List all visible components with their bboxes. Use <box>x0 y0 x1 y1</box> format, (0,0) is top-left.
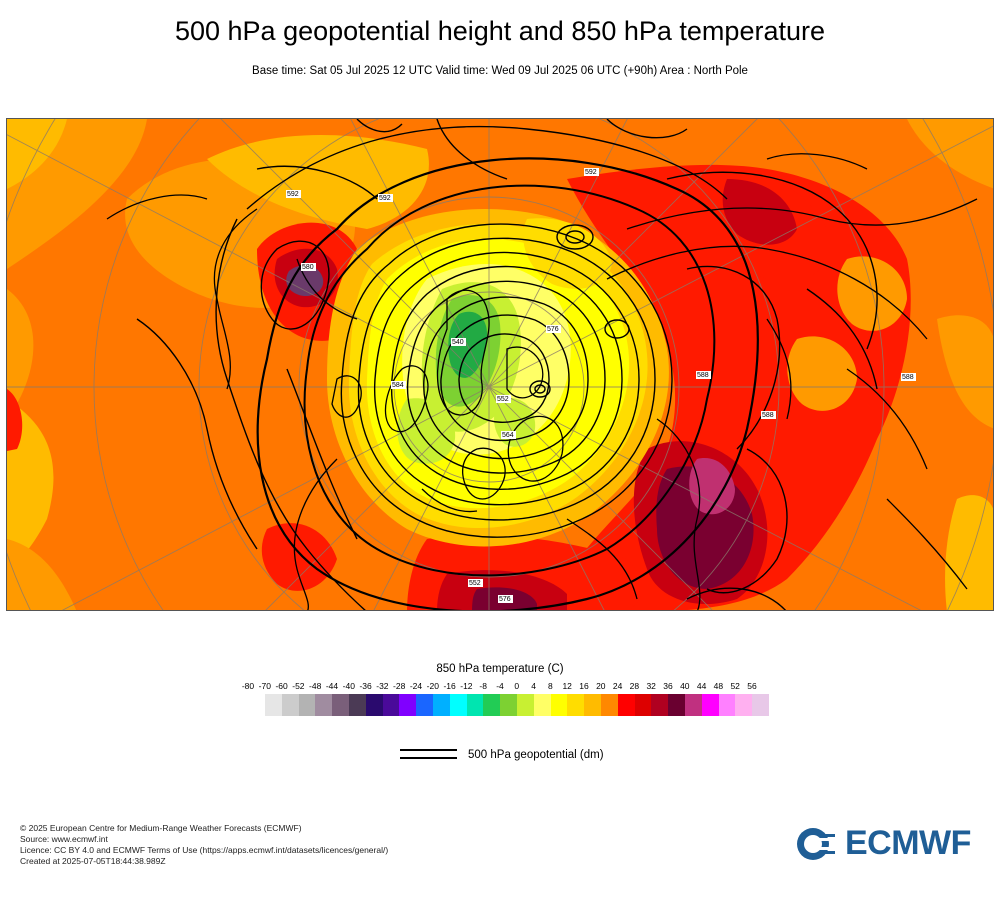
footer-created: Created at 2025-07-05T18:44:38.989Z <box>20 856 166 866</box>
contour-label: 588 <box>902 374 914 381</box>
colorbar-tick-label: 48 <box>713 681 724 691</box>
geopotential-legend-line-icon <box>400 749 457 765</box>
footer-copyright: © 2025 European Centre for Medium-Range … <box>20 823 302 833</box>
colorbar-tick-label: 28 <box>629 681 640 691</box>
contour-labels: 592 592 592 580 584 576 540 552 564 588 … <box>286 168 916 603</box>
footer-credits: © 2025 European Centre for Medium-Range … <box>20 823 388 867</box>
colorbar-tick-label: -8 <box>479 681 487 691</box>
colorbar-swatch <box>382 694 400 716</box>
colorbar-tick-label: -32 <box>376 681 389 691</box>
colorbar-tick-label: -4 <box>496 681 504 691</box>
contour-label: 540 <box>452 339 464 346</box>
colorbar-swatch <box>718 694 736 716</box>
contour-label: 584 <box>392 382 404 389</box>
contour-label: 592 <box>585 169 597 176</box>
colorbar-tick-label: -36 <box>359 681 372 691</box>
colorbar-swatch <box>651 694 669 716</box>
colorbar-tick-label: 4 <box>531 681 536 691</box>
colorbar-tick-label: -20 <box>426 681 439 691</box>
colorbar-swatch <box>365 694 383 716</box>
colorbar-tick-label: 24 <box>612 681 623 691</box>
ecmwf-logo-icon <box>797 828 843 860</box>
colorbar-swatch <box>684 694 702 716</box>
graticule <box>7 119 993 610</box>
chart-subtitle: Base time: Sat 05 Jul 2025 12 UTC Valid … <box>252 65 748 77</box>
colorbar-tick-label: 16 <box>579 681 589 691</box>
contour-label: 580 <box>302 264 314 271</box>
colorbar-swatch <box>432 694 450 716</box>
weather-map: 592 592 592 580 584 576 540 552 564 588 … <box>6 118 994 611</box>
colorbar-swatch <box>483 694 501 716</box>
colorbar-swatch <box>449 694 467 716</box>
colorbar-swatch <box>416 694 433 716</box>
ecmwf-logo-text: ECMWF <box>845 824 971 862</box>
chart-title: 500 hPa geopotential height and 850 hPa … <box>174 16 825 46</box>
temperature-colorbar <box>265 694 769 716</box>
colorbar-tick-label: 20 <box>596 681 606 691</box>
contour-label: 576 <box>547 326 559 333</box>
colorbar-swatch <box>752 694 769 716</box>
colorbar-swatch <box>567 694 585 716</box>
colorbar-tick-label: 52 <box>730 681 740 691</box>
colorbar-swatch <box>735 694 753 716</box>
colorbar-swatch <box>701 694 719 716</box>
colorbar-tick-label: 56 <box>747 681 757 691</box>
colorbar-tick-label: 0 <box>514 681 520 691</box>
colorbar-swatch <box>617 694 635 716</box>
colorbar-tick-label: 36 <box>663 681 673 691</box>
colorbar-tick-label: -60 <box>275 681 288 691</box>
colorbar-swatch <box>550 694 568 716</box>
colorbar-tick-label: 12 <box>562 681 572 691</box>
contour-label: 576 <box>499 596 511 603</box>
colorbar-swatch <box>668 694 685 716</box>
colorbar-tick-label: -52 <box>292 681 305 691</box>
colorbar-tick-label: -12 <box>460 681 473 691</box>
colorbar-swatch <box>500 694 517 716</box>
colorbar-tick-label: -48 <box>309 681 322 691</box>
contour-label: 588 <box>762 412 774 419</box>
temperature-legend-ticks: -80 -70 -60 -52 -48 -44 -40 -36 -32 -28 -24 -20 -16-… <box>0 681 1000 693</box>
colorbar-swatch <box>315 694 333 716</box>
contour-label: 552 <box>469 580 481 587</box>
coastlines <box>106 153 978 610</box>
colorbar-swatch <box>281 694 299 716</box>
colorbar-tick-label: 40 <box>680 681 690 691</box>
colorbar-swatch <box>584 694 601 716</box>
colorbar-swatch <box>600 694 618 716</box>
colorbar-swatch <box>298 694 316 716</box>
ecmwf-logo: ECMWF <box>795 824 985 862</box>
contour-label: 592 <box>287 191 299 198</box>
footer-source: Source: www.ecmwf.int <box>20 834 108 844</box>
colorbar-swatch <box>265 694 282 716</box>
map-canvas: 592 592 592 580 584 576 540 552 564 588 … <box>7 119 993 610</box>
colorbar-swatch <box>516 694 534 716</box>
colorbar-tick-label: -44 <box>325 681 339 691</box>
temperature-legend-title: 850 hPa temperature (C) <box>436 663 564 675</box>
colorbar-tick-label: -80 <box>241 681 255 691</box>
colorbar-tick-label: -28 <box>393 681 406 691</box>
colorbar-tick-label: 8 <box>548 681 553 691</box>
colorbar-swatch <box>634 694 652 716</box>
colorbar-tick-label: -40 <box>342 681 355 691</box>
contour-label: 588 <box>697 372 709 379</box>
colorbar-swatch <box>399 694 417 716</box>
colorbar-swatch <box>348 694 366 716</box>
colorbar-tick-label: 44 <box>696 681 707 691</box>
colorbar-swatch <box>533 694 551 716</box>
colorbar-swatch <box>466 694 484 716</box>
colorbar-tick-label: 32 <box>646 681 656 691</box>
geopotential-legend-label: 500 hPa geopotential (dm) <box>468 749 604 761</box>
colorbar-tick-label: -70 <box>258 681 271 691</box>
colorbar-tick-label: -24 <box>409 681 423 691</box>
footer-licence: Licence: CC BY 4.0 and ECMWF Terms of Us… <box>20 845 389 855</box>
geopotential-contours <box>136 119 878 610</box>
contour-label: 592 <box>379 195 391 202</box>
contour-label: 564 <box>502 432 514 439</box>
contour-label: 552 <box>497 396 509 403</box>
colorbar-tick-label: -16 <box>443 681 456 691</box>
colorbar-swatch <box>332 694 349 716</box>
